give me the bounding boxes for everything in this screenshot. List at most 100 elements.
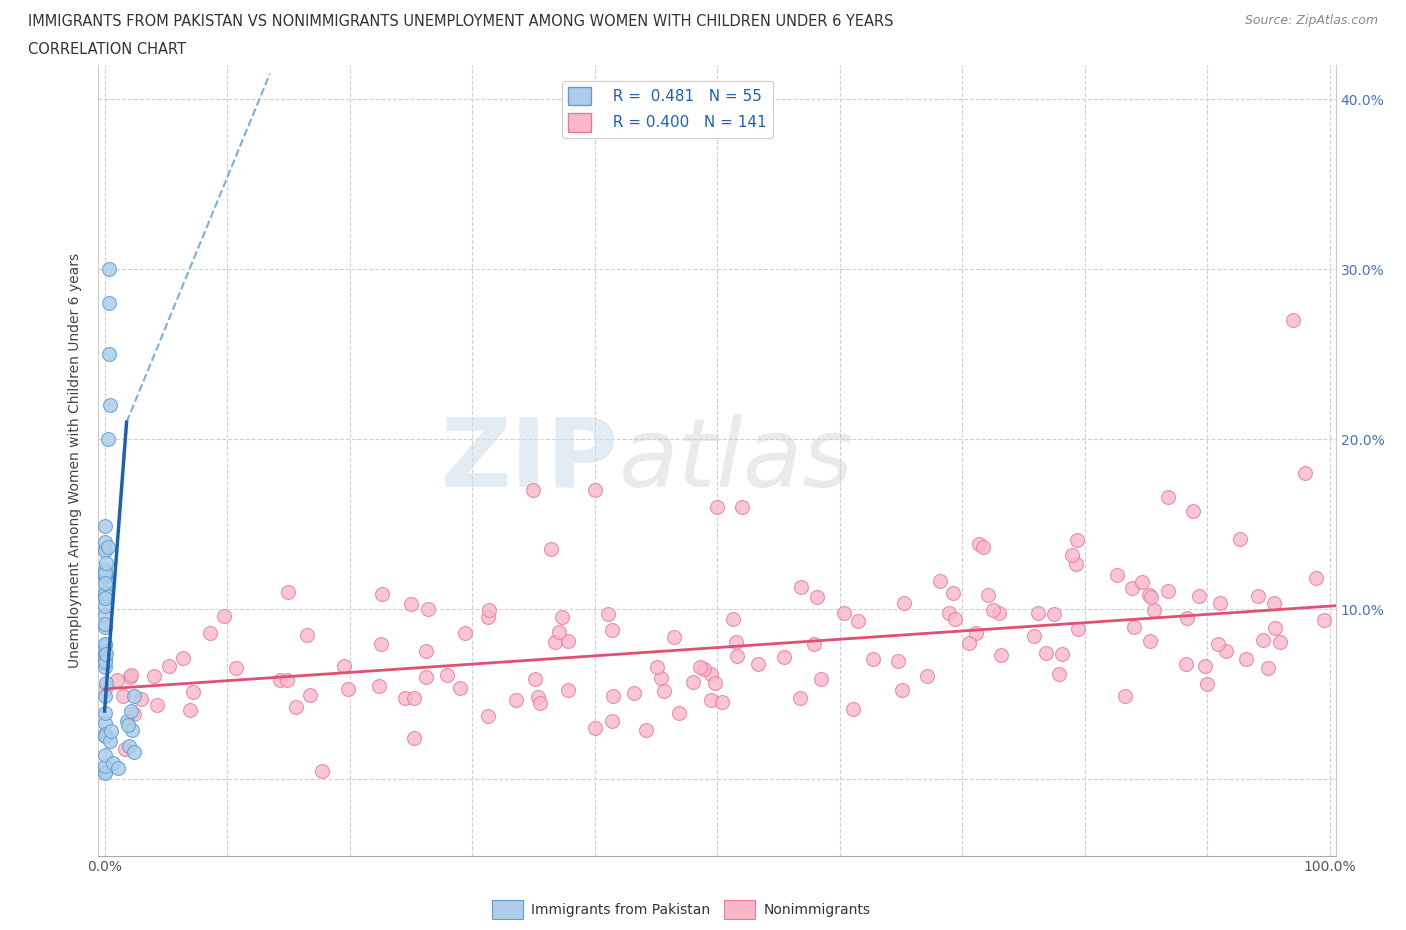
Point — [602, 688, 624, 703]
Point — [94, 675, 117, 690]
Point — [97, 347, 120, 362]
Point — [700, 667, 723, 682]
Point — [725, 634, 748, 649]
Point — [118, 739, 141, 754]
Point — [1294, 466, 1316, 481]
Point — [311, 764, 333, 778]
Point — [710, 695, 733, 710]
Point — [129, 692, 152, 707]
Point — [505, 693, 527, 708]
Point — [98, 296, 121, 311]
Point — [668, 706, 690, 721]
Point — [636, 723, 658, 737]
Point — [173, 651, 195, 666]
Point — [93, 617, 115, 631]
Point — [957, 635, 980, 650]
Point — [730, 499, 752, 514]
Point — [198, 626, 221, 641]
Point — [1060, 548, 1083, 563]
Point — [1251, 632, 1274, 647]
Text: Nonimmigrants: Nonimmigrants — [763, 902, 870, 917]
Point — [1174, 657, 1197, 671]
Point — [100, 724, 122, 738]
Point — [990, 647, 1012, 662]
Text: CORRELATION CHART: CORRELATION CHART — [28, 42, 186, 57]
Text: IMMIGRANTS FROM PAKISTAN VS NONIMMIGRANTS UNEMPLOYMENT AMONG WOMEN WITH CHILDREN: IMMIGRANTS FROM PAKISTAN VS NONIMMIGRANT… — [28, 14, 894, 29]
Point — [277, 584, 299, 599]
Point — [600, 713, 623, 728]
Point — [93, 541, 115, 556]
Point — [367, 679, 389, 694]
Point — [1247, 589, 1270, 604]
Point — [93, 659, 115, 674]
Point — [1206, 636, 1229, 651]
Point — [1064, 556, 1087, 571]
Text: atlas: atlas — [619, 414, 853, 507]
Point — [93, 706, 115, 721]
Point — [557, 634, 579, 649]
Point — [454, 626, 477, 641]
Point — [540, 542, 562, 557]
Point — [112, 688, 135, 703]
Point — [1143, 603, 1166, 618]
Point — [93, 729, 115, 744]
Point — [1157, 490, 1180, 505]
Point — [1157, 583, 1180, 598]
Point — [399, 597, 422, 612]
Point — [1263, 595, 1285, 610]
Point — [1140, 590, 1163, 604]
Point — [1282, 312, 1305, 327]
Y-axis label: Unemployment Among Women with Children Under 6 years: Unemployment Among Women with Children U… — [69, 253, 83, 668]
Point — [93, 688, 115, 703]
Point — [93, 591, 115, 605]
Point — [295, 628, 318, 643]
Point — [1026, 605, 1049, 620]
Point — [806, 590, 828, 604]
Point — [972, 539, 994, 554]
Point — [402, 691, 425, 706]
Point — [100, 398, 122, 413]
Point — [478, 603, 501, 618]
Point — [93, 589, 115, 604]
Point — [415, 670, 437, 684]
Point — [1257, 661, 1279, 676]
Point — [418, 602, 440, 617]
Point — [862, 652, 884, 667]
Point — [371, 587, 394, 602]
Point — [93, 563, 115, 578]
Point — [93, 586, 115, 601]
Point — [583, 720, 606, 735]
Point — [1234, 652, 1257, 667]
Point — [93, 608, 115, 623]
Point — [893, 595, 915, 610]
Point — [810, 671, 832, 686]
Point — [98, 734, 121, 749]
Point — [747, 657, 769, 671]
Point — [477, 609, 499, 624]
Point — [93, 570, 115, 585]
Point — [522, 483, 544, 498]
Point — [789, 579, 811, 594]
Point — [449, 681, 471, 696]
Point — [1188, 588, 1211, 603]
Point — [1130, 574, 1153, 589]
Point — [1139, 634, 1161, 649]
Point — [723, 611, 745, 626]
Point — [402, 731, 425, 746]
Point — [1067, 621, 1090, 636]
Point — [107, 761, 129, 776]
Point — [124, 689, 146, 704]
Point — [1052, 646, 1074, 661]
Legend:   R =  0.481   N = 55,   R = 0.400   N = 141: R = 0.481 N = 55, R = 0.400 N = 141 — [562, 81, 773, 138]
Point — [333, 659, 356, 674]
Point — [1215, 644, 1237, 658]
Point — [834, 605, 856, 620]
Point — [93, 619, 115, 634]
Point — [415, 644, 437, 658]
Point — [1022, 629, 1045, 644]
Point — [181, 684, 204, 699]
Point — [370, 636, 392, 651]
Point — [336, 682, 359, 697]
Point — [269, 673, 291, 688]
Point — [1229, 532, 1251, 547]
